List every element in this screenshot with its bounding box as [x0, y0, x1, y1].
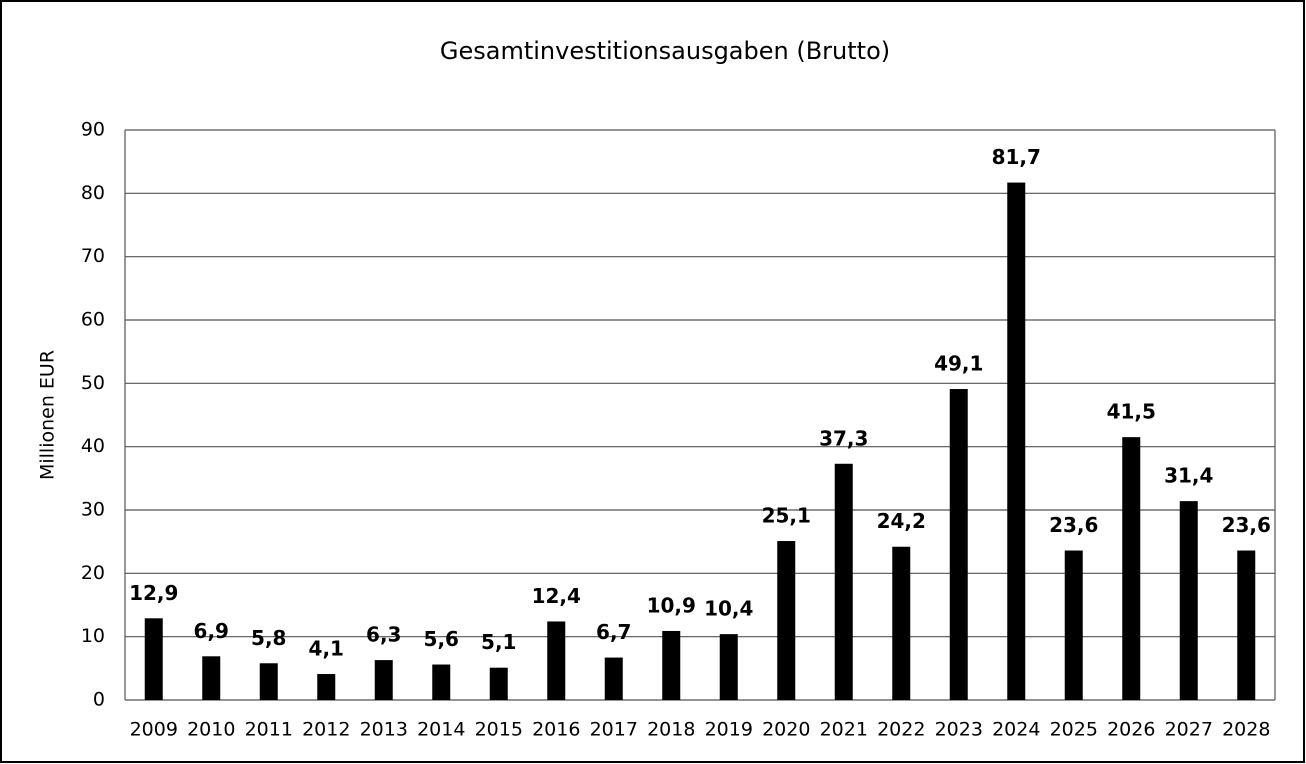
bar: [1007, 182, 1026, 701]
value-label: 24,2: [877, 509, 926, 533]
bar: [1237, 550, 1256, 700]
bar: [662, 630, 681, 700]
x-tick-label: 2017: [590, 719, 638, 741]
bar: [949, 389, 968, 700]
bar: [1122, 437, 1141, 700]
bar: [834, 463, 853, 700]
x-tick-label: 2022: [877, 719, 925, 741]
bar: [489, 667, 508, 700]
x-tick-label: 2016: [532, 719, 580, 741]
x-tick-label: 2015: [475, 719, 523, 741]
y-tick-label: 30: [81, 499, 105, 521]
x-tick-label: 2013: [360, 719, 408, 741]
x-tick-label: 2012: [302, 719, 350, 741]
x-tick-label: 2024: [992, 719, 1040, 741]
value-label: 5,6: [424, 627, 459, 651]
y-tick-label: 40: [81, 435, 105, 457]
y-tick-label: 0: [93, 689, 105, 711]
x-tick-label: 2010: [187, 719, 235, 741]
value-label: 49,1: [934, 352, 983, 376]
y-tick-label: 70: [81, 245, 105, 267]
bar: [777, 541, 796, 700]
value-label: 12,4: [532, 584, 581, 608]
y-axis-label: Millionen EUR: [37, 350, 59, 480]
y-tick-label: 60: [81, 309, 105, 331]
bar: [719, 634, 738, 700]
x-tick-label: 2020: [762, 719, 810, 741]
x-tick-label: 2011: [245, 719, 293, 741]
value-label: 10,9: [647, 593, 696, 617]
y-tick-label: 20: [81, 562, 105, 584]
value-label: 4,1: [309, 637, 344, 661]
bar: [1179, 501, 1198, 700]
x-tick-label: 2014: [417, 719, 465, 741]
value-label: 5,1: [481, 630, 516, 654]
bar: [604, 657, 623, 700]
x-tick-label: 2026: [1107, 719, 1155, 741]
value-label: 31,4: [1164, 464, 1213, 488]
value-label: 81,7: [992, 145, 1041, 169]
x-tick-label: 2009: [130, 719, 178, 741]
x-tick-label: 2019: [705, 719, 753, 741]
value-label: 6,3: [366, 623, 401, 647]
x-tick-label: 2025: [1050, 719, 1098, 741]
x-tick-label: 2021: [820, 719, 868, 741]
x-tick-label: 2028: [1222, 719, 1270, 741]
bar: [374, 660, 393, 700]
y-tick-label: 90: [81, 119, 105, 141]
value-label: 6,7: [596, 620, 631, 644]
bar: [547, 621, 566, 700]
value-label: 23,6: [1049, 513, 1098, 537]
x-tick-label: 2023: [935, 719, 983, 741]
value-label: 25,1: [762, 504, 811, 528]
value-label: 10,4: [704, 597, 753, 621]
bar: [1064, 550, 1083, 700]
y-tick-label: 50: [81, 372, 105, 394]
bar: [892, 546, 911, 700]
value-label: 23,6: [1222, 513, 1271, 537]
x-tick-label: 2018: [647, 719, 695, 741]
bar: [202, 656, 221, 700]
value-label: 6,9: [194, 619, 229, 643]
bar: [317, 674, 336, 700]
value-label: 5,8: [251, 626, 286, 650]
value-label: 41,5: [1107, 400, 1156, 424]
bar: [432, 664, 451, 700]
y-tick-label: 10: [81, 625, 105, 647]
x-tick-label: 2027: [1165, 719, 1213, 741]
chart-title: Gesamtinvestitionsausgaben (Brutto): [440, 37, 890, 65]
value-label: 12,9: [129, 581, 178, 605]
value-label: 37,3: [819, 426, 868, 450]
y-tick-label: 80: [81, 182, 105, 204]
bar: [144, 618, 163, 700]
bar: [259, 663, 278, 700]
